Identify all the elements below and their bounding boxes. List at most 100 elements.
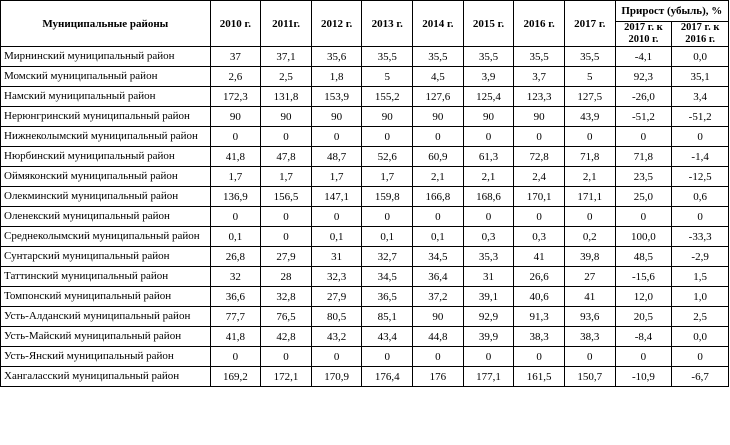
year-value-cell: 80,5 (310, 306, 363, 327)
district-name-cell: Момский муниципальный район (0, 66, 211, 87)
year-value-cell: 0 (260, 206, 312, 227)
year-value-cell: 41 (563, 286, 616, 307)
growth-value-cell: 48,5 (614, 246, 673, 267)
year-value-cell: 0 (513, 126, 565, 147)
table-row: Оймяконский муниципальный район 1,7 1,7 1,7… (0, 166, 729, 187)
district-name-cell: Олекминский муниципальный район (0, 186, 211, 207)
year-value-cell: 93,6 (563, 306, 616, 327)
year-value-cell: 155,2 (361, 86, 414, 107)
year-value-cell: 40,6 (513, 286, 565, 307)
year-value-cell: 60,9 (412, 146, 464, 167)
year-value-cell: 0 (209, 206, 262, 227)
year-value-cell: 1,7 (260, 166, 312, 187)
year-value-cell: 34,5 (412, 246, 464, 267)
growth-value-cell: -2,9 (671, 246, 729, 267)
growth-value-cell: -10,9 (614, 366, 673, 387)
growth-value-cell: -8,4 (614, 326, 673, 347)
table-row: Нюрбинский муниципальный район 41,8 47,8 48… (0, 146, 729, 167)
year-value-cell: 176 (412, 366, 464, 387)
year-value-cell: 0 (412, 346, 464, 367)
growth-value-cell: -6,7 (671, 366, 729, 387)
table-row: Хангаласский муниципальный район 169,2 172… (0, 366, 729, 387)
year-value-cell: 172,1 (260, 366, 312, 387)
year-value-cell: 172,3 (209, 86, 262, 107)
table-row: Мирнинский муниципальный район 37 37,1 35,6… (0, 46, 729, 67)
year-value-cell: 36,4 (412, 266, 464, 287)
year-value-cell: 0 (513, 346, 565, 367)
year-value-cell: 35,5 (462, 46, 515, 67)
year-value-cell: 35,5 (563, 46, 616, 67)
table-row: Оленекский муниципальный район 0 0 0 0 0 0 0 0 0 0 (0, 206, 729, 227)
district-name-cell: Среднеколымский муниципальный район (0, 226, 211, 247)
year-value-cell: 35,3 (462, 246, 515, 267)
district-name-cell: Таттинский муниципальный район (0, 266, 211, 287)
district-name-cell: Усть-Янский муниципальный район (0, 346, 211, 367)
table-row: Томпонский муниципальный район 36,6 32,8 27… (0, 286, 729, 307)
year-value-cell: 2,5 (260, 66, 312, 87)
year-value-cell: 90 (412, 306, 464, 327)
year-value-cell: 123,3 (513, 86, 565, 107)
year-value-cell: 161,5 (513, 366, 565, 387)
year-value-cell: 127,6 (412, 86, 464, 107)
growth-value-cell: -51,2 (614, 106, 673, 127)
year-value-cell: 170,9 (310, 366, 363, 387)
table-row: Сунтарский муниципальный район 26,8 27,9 31… (0, 246, 729, 267)
year-value-cell: 3,7 (513, 66, 565, 87)
year-value-cell: 131,8 (260, 86, 312, 107)
year-value-cell: 176,4 (361, 366, 414, 387)
district-name-cell: Усть-Алданский муниципальный район (0, 306, 211, 327)
year-value-cell: 43,9 (563, 106, 616, 127)
year-value-cell: 72,8 (513, 146, 565, 167)
year-column-header: 2010 г. (209, 0, 262, 47)
year-value-cell: 0 (412, 126, 464, 147)
year-column-header: 2016 г. (513, 0, 565, 47)
year-value-cell: 1,7 (310, 166, 363, 187)
year-value-cell: 0,1 (412, 226, 464, 247)
year-value-cell: 90 (310, 106, 363, 127)
year-value-cell: 31 (462, 266, 515, 287)
year-value-cell: 1,7 (209, 166, 262, 187)
year-value-cell: 0 (563, 126, 616, 147)
year-value-cell: 61,3 (462, 146, 515, 167)
growth-value-cell: -26,0 (614, 86, 673, 107)
year-value-cell: 37 (209, 46, 262, 67)
year-value-cell: 0,1 (310, 226, 363, 247)
year-value-cell: 43,2 (310, 326, 363, 347)
year-value-cell: 168,6 (462, 186, 515, 207)
year-value-cell: 0 (563, 346, 616, 367)
year-value-cell: 177,1 (462, 366, 515, 387)
year-value-cell: 27 (563, 266, 616, 287)
table-row: Среднеколымский муниципальный район 0,1 0 0… (0, 226, 729, 247)
year-value-cell: 37,2 (412, 286, 464, 307)
growth-value-cell: 23,5 (614, 166, 673, 187)
growth-value-cell: -15,6 (614, 266, 673, 287)
year-value-cell: 1,7 (361, 166, 414, 187)
district-name-cell: Оленекский муниципальный район (0, 206, 211, 227)
year-value-cell: 147,1 (310, 186, 363, 207)
year-value-cell: 26,6 (513, 266, 565, 287)
year-value-cell: 47,8 (260, 146, 312, 167)
year-value-cell: 0,1 (209, 226, 262, 247)
year-value-cell: 0 (260, 126, 312, 147)
table-row: Момский муниципальный район 2,6 2,5 1,8 5 4,5… (0, 66, 729, 87)
growth-value-cell: 0 (671, 126, 729, 147)
growth-value-cell: 25,0 (614, 186, 673, 207)
district-name-cell: Мирнинский муниципальный район (0, 46, 211, 67)
year-value-cell: 28 (260, 266, 312, 287)
year-value-cell: 36,5 (361, 286, 414, 307)
year-value-cell: 0 (462, 126, 515, 147)
year-value-cell: 1,8 (310, 66, 363, 87)
district-name-cell: Усть-Майский муниципальный район (0, 326, 211, 347)
year-column-header: 2015 г. (462, 0, 515, 47)
district-name-cell: Сунтарский муниципальный район (0, 246, 211, 267)
growth-value-cell: 12,0 (614, 286, 673, 307)
year-value-cell: 31 (310, 246, 363, 267)
district-name-cell: Оймяконский муниципальный район (0, 166, 211, 187)
year-value-cell: 5 (361, 66, 414, 87)
year-value-cell: 38,3 (563, 326, 616, 347)
growth-value-cell: 0 (614, 346, 673, 367)
year-value-cell: 3,9 (462, 66, 515, 87)
year-column-header: 2014 г. (412, 0, 464, 47)
growth-value-cell: -51,2 (671, 106, 729, 127)
year-value-cell: 32,8 (260, 286, 312, 307)
